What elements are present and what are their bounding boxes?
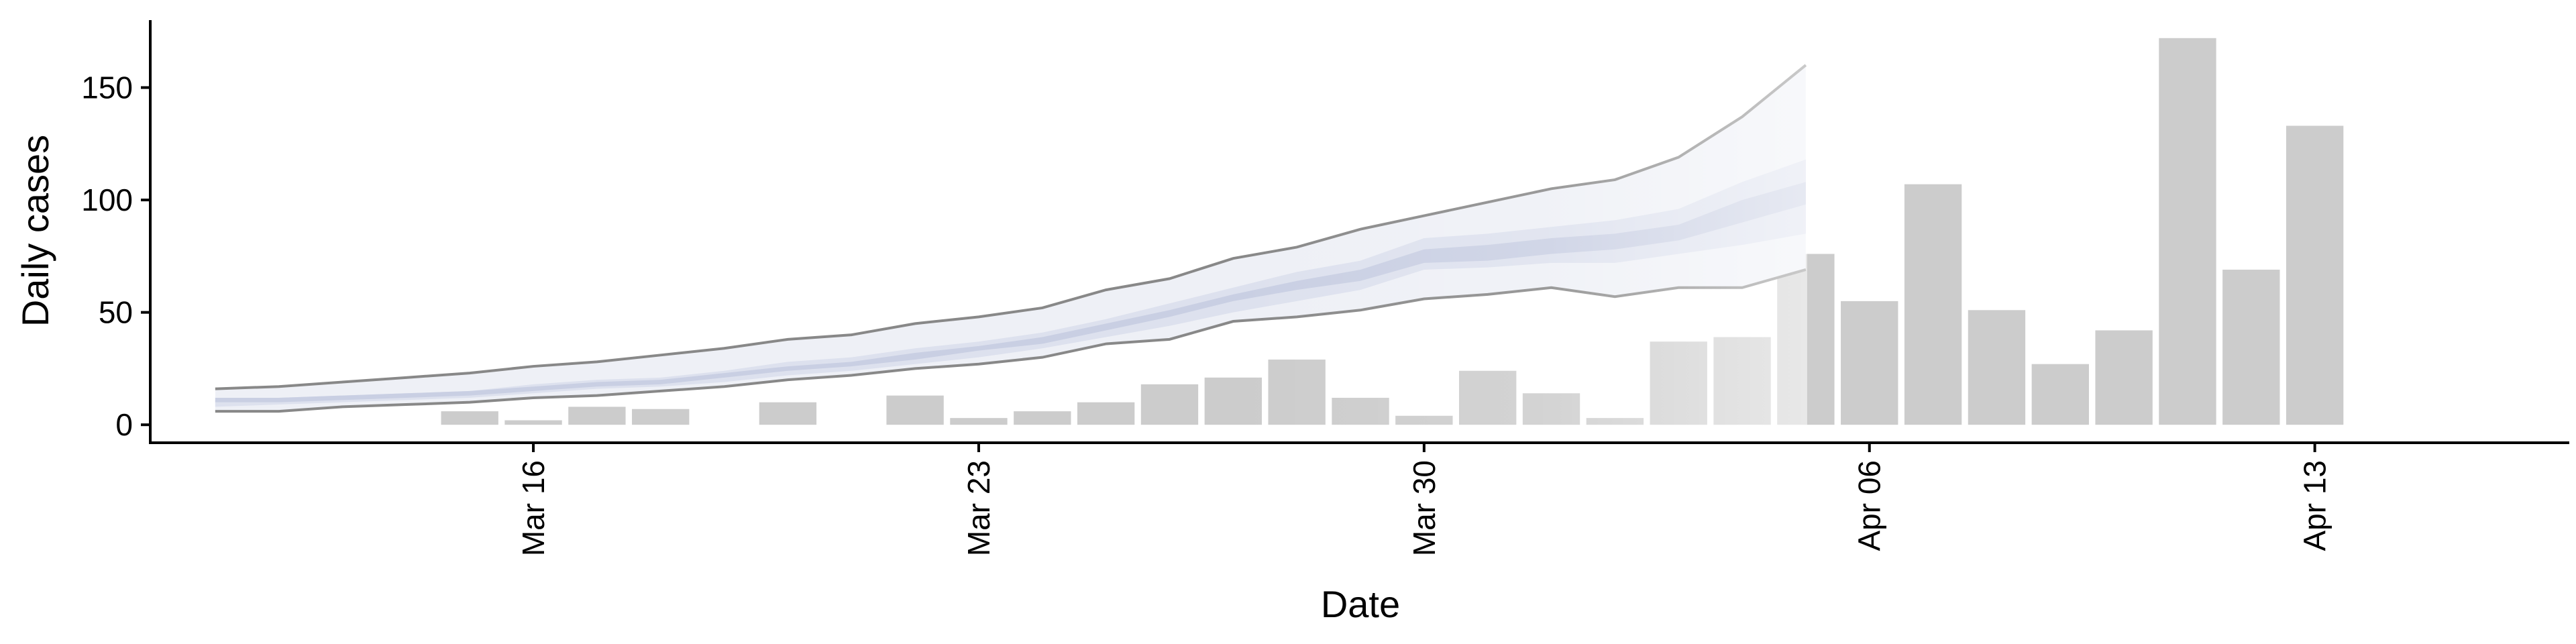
y-tick-label: 100 xyxy=(81,182,133,217)
x-tick-label: Apr 13 xyxy=(2298,460,2332,551)
x-tick-label: Apr 06 xyxy=(1852,460,1887,551)
bar-2020-03-20 xyxy=(759,402,817,425)
bar-2020-03-15 xyxy=(441,411,498,425)
bar-2020-03-18 xyxy=(632,409,690,425)
bar-2020-03-17 xyxy=(568,407,626,425)
y-tick-label: 50 xyxy=(99,295,133,330)
bar-2020-04-12 xyxy=(2222,269,2280,425)
x-tick-label: Mar 30 xyxy=(1407,460,1442,556)
x-tick-label: Mar 23 xyxy=(961,460,996,556)
bar-2020-04-09 xyxy=(2031,364,2089,425)
bar-2020-03-23 xyxy=(950,418,1008,425)
x-tick-label: Mar 16 xyxy=(516,460,551,556)
bar-2020-04-08 xyxy=(1968,310,2026,425)
bar-2020-04-06 xyxy=(1841,301,1898,425)
y-axis-title: Daily cases xyxy=(14,135,56,327)
bar-2020-03-25 xyxy=(1077,402,1135,425)
bar-2020-04-10 xyxy=(2095,330,2153,425)
y-tick-label: 0 xyxy=(115,407,133,442)
x-axis-title: Date xyxy=(1321,583,1400,625)
projection-fade-overlay xyxy=(1233,20,1807,443)
bar-2020-03-26 xyxy=(1140,384,1199,425)
bar-2020-04-07 xyxy=(1904,184,1962,425)
bar-2020-04-13 xyxy=(2286,125,2344,425)
x-axis-ticks: Mar 16 Mar 23 Mar 30 Apr 06 Apr 13 xyxy=(516,443,2332,556)
bar-2020-04-11 xyxy=(2159,38,2216,425)
bar-2020-03-16 xyxy=(504,420,562,425)
y-axis-ticks: 0 50 100 150 xyxy=(81,70,150,442)
bar-2020-03-24 xyxy=(1014,411,1071,425)
y-tick-label: 150 xyxy=(81,70,133,105)
bar-2020-03-22 xyxy=(886,395,944,425)
